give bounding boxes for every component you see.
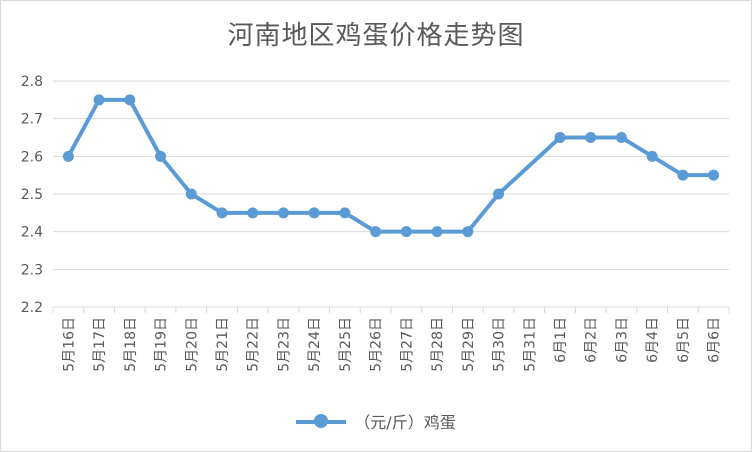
data-point bbox=[493, 188, 505, 200]
x-tick-label: 5月21日 bbox=[215, 317, 231, 372]
x-tick-label: 6月3日 bbox=[614, 317, 630, 363]
data-point bbox=[554, 132, 566, 143]
data-point bbox=[462, 226, 474, 238]
data-point bbox=[646, 150, 658, 162]
legend: （元/斤）鸡蛋 bbox=[1, 409, 751, 433]
x-tick-label: 5月29日 bbox=[461, 317, 477, 372]
x-tick-label: 5月23日 bbox=[276, 317, 292, 372]
x-tick-label: 5月22日 bbox=[246, 317, 262, 372]
x-tick-label: 5月17日 bbox=[92, 317, 108, 372]
x-tick-label: 6月5日 bbox=[676, 317, 692, 363]
x-tick-label: 5月30日 bbox=[492, 317, 508, 372]
data-point bbox=[585, 132, 597, 143]
chart-title: 河南地区鸡蛋价格走势图 bbox=[227, 21, 525, 51]
data-point bbox=[615, 132, 627, 143]
data-point bbox=[339, 207, 351, 219]
y-tick-label: 2.6 bbox=[21, 149, 43, 165]
data-point bbox=[400, 226, 412, 238]
data-point bbox=[93, 94, 105, 106]
x-tick-label: 6月1日 bbox=[553, 317, 569, 363]
x-tick-label: 5月25日 bbox=[338, 317, 354, 372]
data-point bbox=[431, 226, 443, 238]
y-tick-label: 2.3 bbox=[21, 262, 43, 278]
x-tick-label: 5月16日 bbox=[61, 317, 77, 372]
x-tick-label: 5月27日 bbox=[399, 317, 415, 372]
y-tick-label: 2.8 bbox=[21, 74, 43, 90]
x-tick-label: 5月20日 bbox=[184, 317, 200, 372]
data-point bbox=[62, 150, 74, 162]
y-tick-label: 2.4 bbox=[21, 225, 43, 241]
data-point bbox=[308, 207, 320, 219]
data-point bbox=[708, 169, 720, 181]
data-point bbox=[677, 169, 689, 181]
y-tick-label: 2.5 bbox=[21, 187, 43, 203]
data-point bbox=[216, 207, 228, 219]
legend-swatch bbox=[296, 414, 347, 428]
data-point bbox=[155, 150, 167, 162]
y-tick-label: 2.2 bbox=[21, 300, 43, 316]
y-tick-label: 2.7 bbox=[21, 112, 43, 128]
data-point bbox=[185, 188, 197, 200]
x-tick-label: 5月24日 bbox=[307, 317, 323, 372]
data-point bbox=[370, 226, 382, 238]
x-tick-label: 5月28日 bbox=[430, 317, 446, 372]
data-point bbox=[124, 94, 136, 106]
data-point bbox=[277, 207, 289, 219]
series-line bbox=[66, 97, 716, 234]
x-tick-label: 5月31日 bbox=[522, 317, 538, 372]
x-tick-label: 6月4日 bbox=[645, 317, 661, 363]
x-tick-label: 5月18日 bbox=[123, 317, 139, 372]
x-tick-label: 5月19日 bbox=[154, 317, 170, 372]
legend-label: （元/斤）鸡蛋 bbox=[354, 413, 456, 432]
x-tick-label: 5月26日 bbox=[369, 317, 385, 372]
data-point bbox=[247, 207, 259, 219]
x-tick-label: 6月6日 bbox=[707, 317, 723, 363]
x-tick-label: 6月2日 bbox=[584, 317, 600, 363]
